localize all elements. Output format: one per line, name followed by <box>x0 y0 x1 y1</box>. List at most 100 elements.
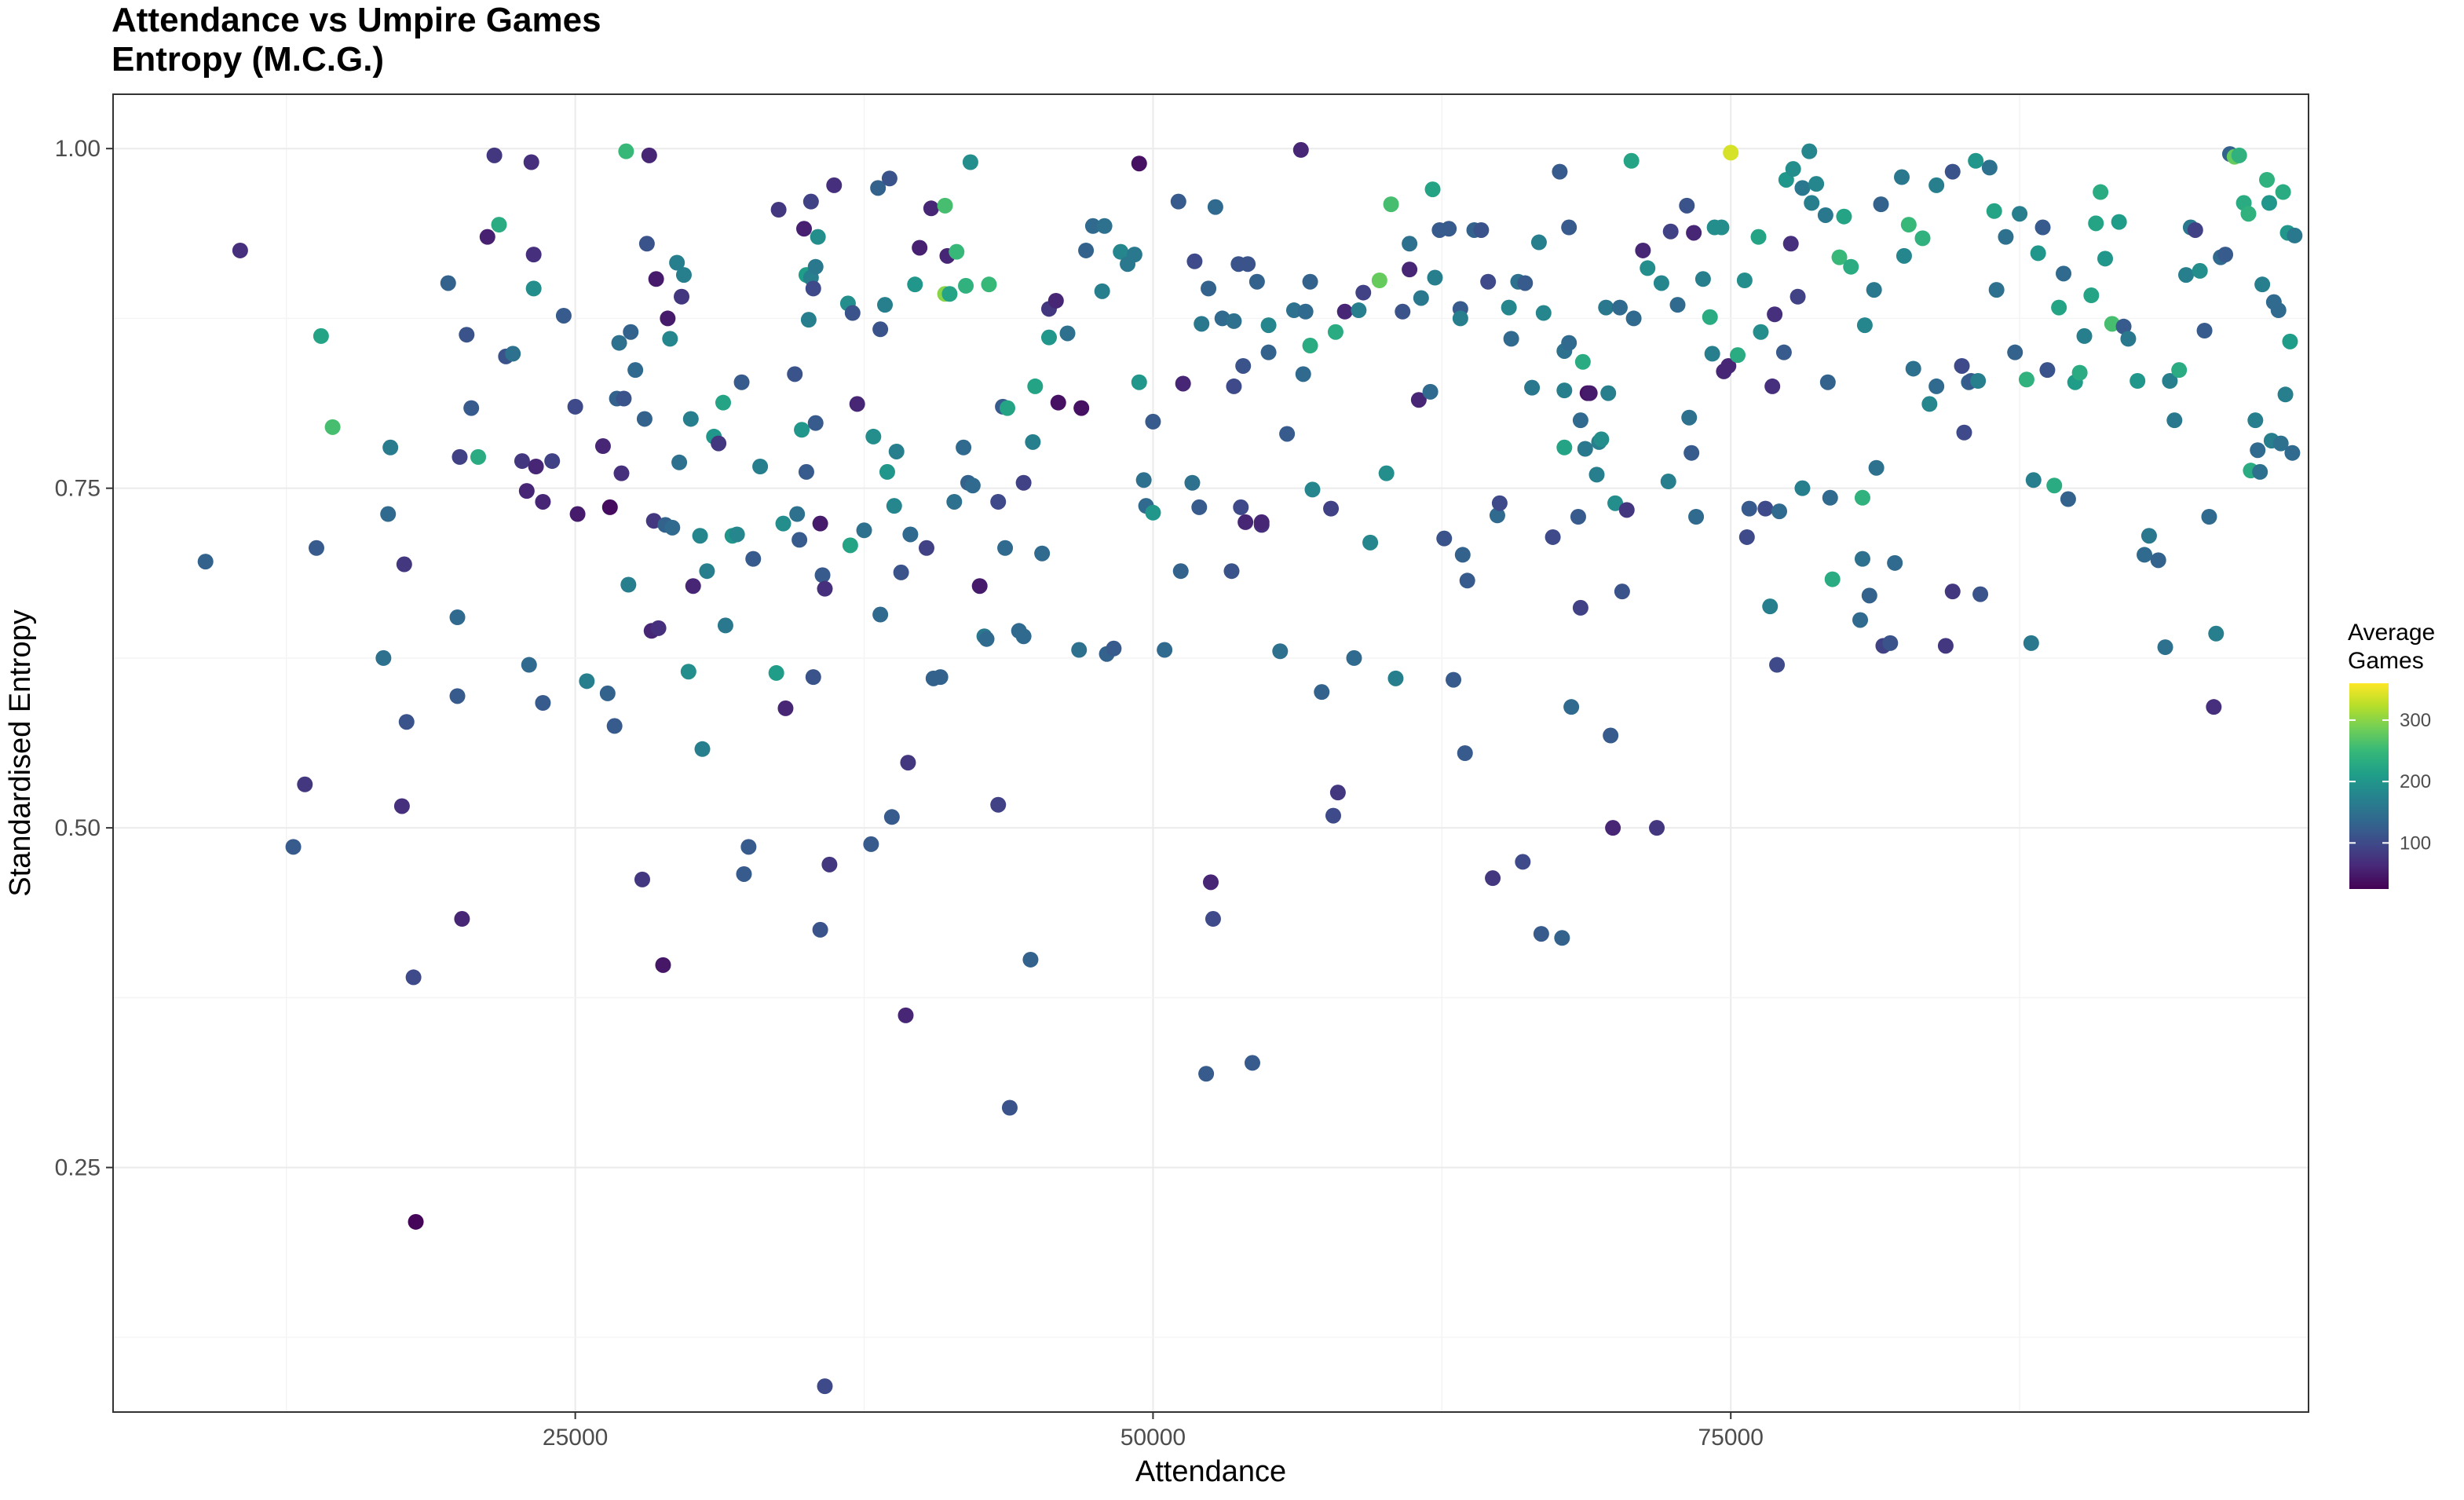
data-point <box>1302 273 1318 290</box>
data-point <box>505 346 521 362</box>
legend-ticks: 100 200 300 <box>2349 710 2431 854</box>
data-point <box>1900 217 1917 233</box>
data-point <box>1782 236 1799 252</box>
data-point <box>1253 514 1270 530</box>
data-point <box>197 554 214 570</box>
data-point <box>623 324 639 340</box>
data-point <box>923 200 939 217</box>
data-point <box>660 310 676 327</box>
data-point <box>2250 442 2266 459</box>
data-point <box>479 229 495 245</box>
data-point <box>883 809 900 825</box>
data-point <box>1577 441 1593 457</box>
data-point <box>1145 504 1161 521</box>
data-point <box>1323 500 1340 517</box>
data-point <box>1750 229 1767 245</box>
data-point <box>1427 269 1443 286</box>
data-point <box>1025 434 1041 450</box>
data-point <box>675 267 692 284</box>
data-point <box>2231 147 2247 163</box>
data-point <box>454 911 470 927</box>
data-point <box>1653 275 1669 291</box>
data-point <box>997 540 1014 556</box>
data-point <box>1073 400 1090 416</box>
data-point <box>981 276 997 293</box>
data-point <box>1059 325 1076 342</box>
data-point <box>1572 599 1588 616</box>
data-point <box>1191 499 1208 515</box>
data-point <box>613 465 630 481</box>
data-point <box>2277 386 2294 403</box>
data-point <box>752 458 769 474</box>
data-point <box>1351 302 1367 319</box>
data-point <box>1593 431 1610 448</box>
y-tick-label: 0.50 <box>55 815 101 841</box>
data-point <box>1683 445 1700 461</box>
data-point <box>1503 331 1519 347</box>
data-point <box>1570 508 1586 525</box>
data-point <box>1346 649 1362 666</box>
data-point <box>962 154 978 170</box>
data-point <box>1681 409 1698 426</box>
data-point <box>1524 379 1541 396</box>
data-point <box>812 515 828 532</box>
data-point <box>770 202 787 218</box>
data-point <box>1817 207 1833 223</box>
data-point <box>1272 643 1289 660</box>
chart-title: Attendance vs Umpire Games Entropy (M.C.… <box>112 1 601 79</box>
data-point <box>2282 333 2298 349</box>
data-point <box>1972 586 1989 602</box>
data-point <box>2150 552 2166 569</box>
data-point <box>1887 554 1903 571</box>
data-point <box>1757 500 1774 517</box>
data-point <box>893 564 909 580</box>
data-point <box>1679 197 1695 214</box>
data-point <box>1767 306 1783 323</box>
legend-tick-label: 100 <box>2400 832 2431 854</box>
data-point <box>1605 820 1621 836</box>
data-point <box>393 798 410 814</box>
data-point <box>674 288 690 305</box>
data-point <box>2272 435 2289 452</box>
data-point <box>1078 242 1095 258</box>
data-point <box>1822 489 1838 506</box>
data-point <box>2097 251 2114 267</box>
data-point <box>2051 299 2067 316</box>
data-point <box>1194 316 1210 332</box>
data-point <box>569 506 586 522</box>
data-point <box>1131 374 1147 390</box>
data-point <box>1545 529 1561 545</box>
data-point <box>1852 612 1869 628</box>
data-point <box>375 649 392 666</box>
data-point <box>736 865 752 882</box>
y-tick-label: 0.25 <box>55 1155 101 1181</box>
data-point <box>1424 181 1441 198</box>
data-point <box>611 335 627 351</box>
data-point <box>1295 366 1311 382</box>
data-point <box>1240 256 1256 273</box>
data-point <box>1730 347 1746 364</box>
data-point <box>1279 426 1296 442</box>
x-axis-ticks: 25000 50000 75000 <box>543 1412 1764 1451</box>
data-point <box>1362 534 1379 551</box>
data-point <box>1723 145 1739 161</box>
data-point <box>1764 378 1781 394</box>
data-point <box>1260 317 1277 334</box>
data-point <box>1554 930 1570 946</box>
data-point <box>2196 323 2213 339</box>
data-point <box>2166 412 2183 429</box>
data-point <box>2129 373 2146 390</box>
data-point <box>715 394 731 411</box>
plot-panel-background <box>113 94 2309 1412</box>
data-point <box>1050 394 1066 411</box>
data-point <box>1235 357 1252 374</box>
data-point <box>817 1378 833 1395</box>
data-point <box>1662 223 1679 240</box>
data-point <box>1603 727 1619 744</box>
data-point <box>449 609 466 626</box>
legend-title-line-2: Games <box>2348 648 2424 674</box>
data-point <box>1804 195 1820 211</box>
data-point <box>807 258 824 275</box>
data-point <box>535 694 551 711</box>
